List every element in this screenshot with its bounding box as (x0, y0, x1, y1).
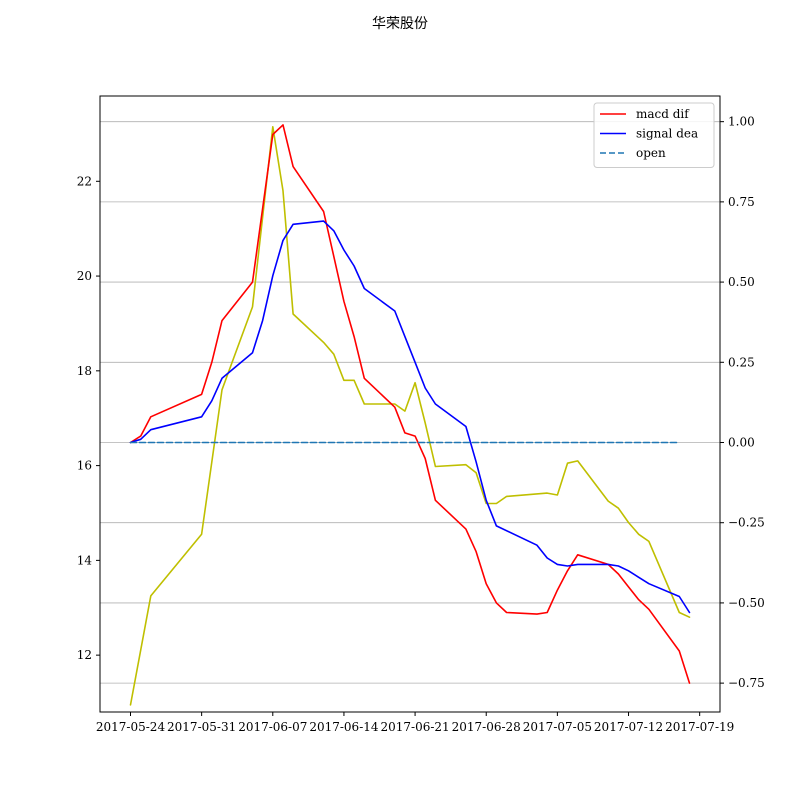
legend-box (593, 102, 715, 168)
left-y-tick-label: 20 (77, 269, 92, 283)
x-tick-label: 2017-06-14 (309, 720, 379, 734)
x-tick-label: 2017-07-19 (665, 720, 734, 734)
legend-label: macd dif (636, 107, 690, 121)
x-tick-label: 2017-07-05 (523, 720, 592, 734)
x-tick-label: 2017-05-31 (167, 720, 236, 734)
right-y-tick-label: 0.75 (728, 195, 755, 209)
x-tick-label: 2017-06-21 (380, 720, 449, 734)
x-tick-label: 2017-05-24 (96, 720, 166, 734)
legend-label: signal dea (636, 127, 698, 141)
x-tick-label: 2017-06-07 (238, 720, 307, 734)
right-y-tick-label: −0.25 (728, 516, 765, 530)
right-axis-gridlines (100, 121, 720, 684)
chart-title: 华荣股份 (372, 16, 428, 32)
right-y-tick-label: 1.00 (728, 115, 755, 129)
right-y-tick-label: 0.00 (728, 436, 755, 450)
left-y-tick-label: 18 (77, 364, 92, 378)
x-tick-label: 2017-06-28 (452, 720, 521, 734)
series-line-signal-dea (129, 220, 691, 614)
series-line-price (129, 126, 691, 706)
plot-frame (99, 95, 721, 713)
x-tick-label: 2017-07-12 (594, 720, 663, 734)
right-y-axis: 1.00 0.75 0.50 0.25 0.00 −0.25 −0.50 −0.75 (720, 115, 765, 690)
left-y-axis: 12 14 16 18 20 22 (77, 174, 100, 662)
right-y-tick-label: −0.50 (728, 596, 765, 610)
right-y-tick-label: −0.75 (728, 676, 765, 690)
x-axis: 2017-05-24 2017-05-31 2017-06-07 2017-06-14… (96, 712, 734, 734)
left-y-tick-label: 22 (77, 174, 92, 188)
left-y-tick-label: 16 (77, 459, 92, 473)
left-y-tick-label: 12 (77, 648, 92, 662)
right-y-tick-label: 0.25 (728, 355, 755, 369)
legend: macd dif signal dea open (593, 102, 715, 168)
right-y-tick-label: 0.50 (728, 275, 755, 289)
left-y-tick-label: 14 (77, 553, 93, 567)
legend-label: open (636, 146, 666, 160)
series-lines (129, 124, 691, 706)
